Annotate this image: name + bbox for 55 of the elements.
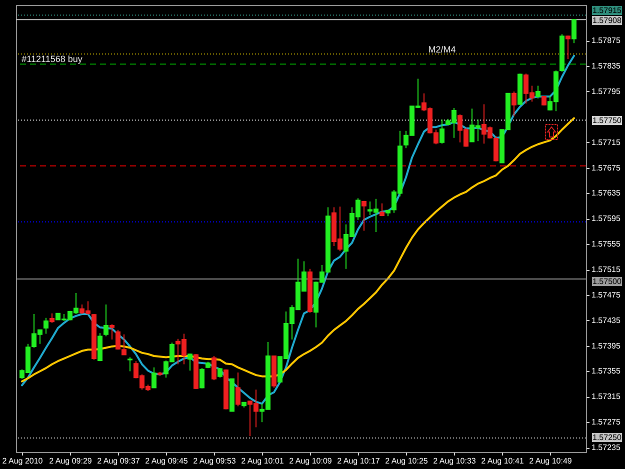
candlestick [572,19,576,44]
candlestick [218,368,222,378]
ref-line-label: 1.57500 [592,276,622,286]
y-tick-label: 1.57515 [592,265,621,274]
x-tick-label: 2 Aug 10:09 [289,456,332,466]
line-series [21,117,575,382]
y-tick-label: 1.57875 [592,36,621,46]
ref-line-label: 1.57750 [592,116,622,126]
y-tick-label: 1.57635 [592,188,621,198]
y-tick-label: 1.57475 [592,290,621,300]
line-series [21,54,575,405]
y-tick-label: 1.57395 [592,341,621,350]
annotation: #11211568 buy [22,54,83,64]
candlestick [152,366,156,388]
y-tick-label: 1.57275 [592,418,621,427]
x-tick-label: 2 Aug 10:17 [337,456,380,466]
candlestick [512,90,516,117]
x-tick-label: 2 Aug 10:01 [241,456,284,466]
x-tick-label: 2 Aug 09:29 [49,456,92,466]
y-tick-label: 1.57835 [592,62,621,71]
annotation: M2/M4 [428,44,456,55]
y-tick-label: 1.57675 [592,163,621,172]
candlestick [128,356,132,372]
candlestick [236,372,240,407]
candlestick [380,202,384,217]
candlestick [200,368,204,389]
candlestick [212,355,216,381]
x-tick-label: 2 Aug 10:49 [529,456,572,466]
candlestick [566,35,570,60]
candlestick [110,324,114,340]
x-tick-label: 2 Aug 09:53 [193,456,236,466]
x-tick-label: 2 Aug 2010 [2,456,44,466]
x-tick-label: 2 Aug 10:33 [433,456,476,466]
candlestick [440,118,444,144]
x-tick-label: 2 Aug 10:25 [385,456,428,466]
y-tick-label: 1.57795 [592,86,621,96]
y-tick-label: 1.57235 [592,443,621,452]
ref-line-label: 1.57915 [592,6,622,15]
y-tick-label: 1.57555 [592,240,621,249]
candlestick [362,200,366,232]
y-tick-label: 1.57435 [592,316,621,325]
x-tick-label: 2 Aug 09:37 [97,456,140,466]
y-tick-label: 1.57315 [592,392,621,402]
candlestick [50,312,54,324]
y-tick-label: 1.57355 [592,366,621,376]
candlestick [536,85,540,99]
ref-line-label: 1.57250 [592,432,622,442]
y-tick-label: 1.57595 [592,214,621,224]
x-tick-label: 2 Aug 09:45 [145,456,188,466]
candlestick [44,317,48,334]
candlestick [188,352,192,372]
ref-line-label: 1.57908 [592,16,622,25]
candlestick [104,304,108,337]
x-tick-label: 2 Aug 10:41 [481,456,524,466]
y-tick-label: 1.57715 [592,138,621,147]
